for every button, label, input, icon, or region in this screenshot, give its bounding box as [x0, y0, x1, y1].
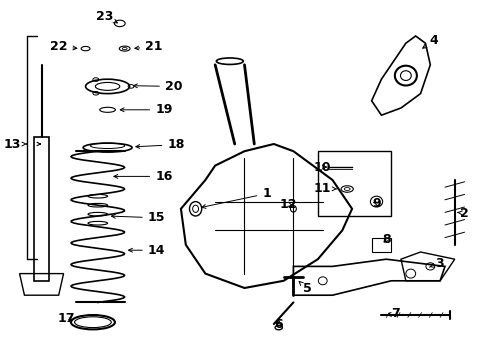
Text: 10: 10	[313, 161, 331, 174]
Text: 20: 20	[133, 80, 182, 93]
Text: 1: 1	[202, 187, 270, 208]
Text: 21: 21	[135, 40, 163, 53]
Text: 16: 16	[114, 170, 172, 183]
Text: 7: 7	[386, 307, 399, 320]
Text: 14: 14	[128, 244, 165, 257]
Text: 12: 12	[279, 198, 297, 211]
Text: 9: 9	[371, 197, 380, 210]
Text: 3: 3	[428, 257, 443, 270]
Text: 8: 8	[381, 233, 390, 246]
Text: 2: 2	[456, 207, 468, 220]
Text: 6: 6	[274, 318, 283, 331]
Text: 22: 22	[50, 40, 77, 53]
Text: 4: 4	[422, 34, 438, 48]
Text: 17: 17	[57, 312, 75, 325]
Text: 13: 13	[3, 138, 26, 150]
Text: 15: 15	[111, 211, 165, 224]
Text: 19: 19	[120, 103, 172, 116]
Bar	[317, 151, 390, 216]
Text: 5: 5	[299, 282, 311, 295]
Text: 23: 23	[96, 10, 117, 23]
Text: 18: 18	[136, 138, 184, 151]
Text: 11: 11	[313, 182, 336, 195]
